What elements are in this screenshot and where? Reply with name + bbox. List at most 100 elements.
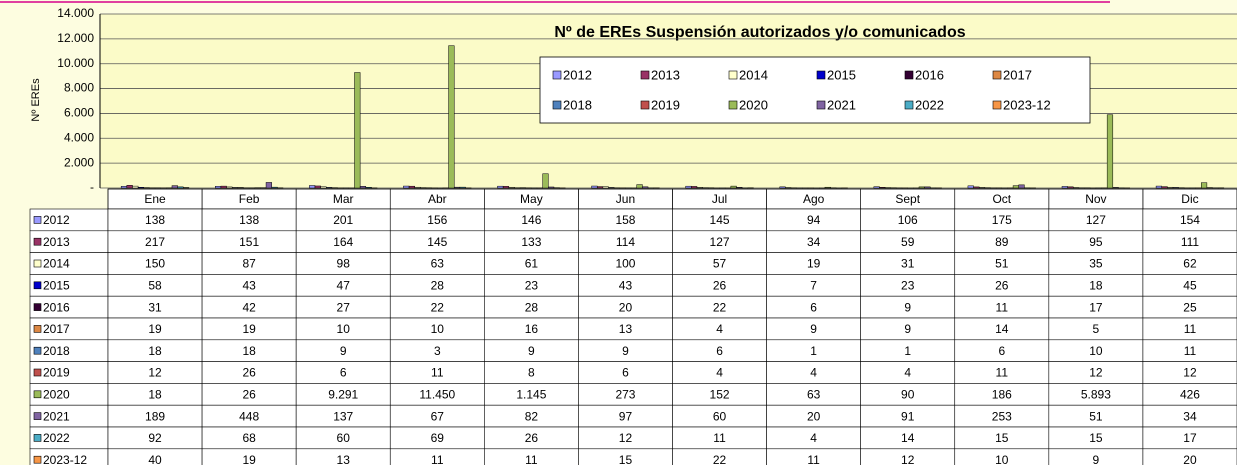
table-row-label: 2021 (43, 409, 70, 423)
bar (542, 173, 549, 189)
table-value: 19 (242, 453, 256, 465)
legend-key (640, 100, 650, 110)
table-value: 18 (148, 387, 162, 401)
chart-title: Nº de EREs Suspensión autorizados y/o co… (554, 24, 965, 41)
table-value: 15 (619, 453, 633, 465)
table-row-label: 2018 (43, 344, 70, 358)
table-value: 17 (1089, 300, 1103, 314)
table-value: 51 (995, 257, 1009, 271)
table-value: 34 (1183, 409, 1197, 423)
table-value: 11 (1184, 322, 1197, 336)
legend-key (904, 70, 914, 80)
table-value: 11 (996, 366, 1009, 380)
table-value: 4 (716, 322, 723, 336)
table-value: 145 (710, 213, 730, 227)
bar (779, 186, 786, 189)
bar (1112, 187, 1119, 189)
bar (314, 185, 321, 189)
table-value: 4 (904, 366, 911, 380)
bar (137, 187, 145, 189)
table-value: 25 (1183, 300, 1197, 314)
table-value: 137 (333, 409, 353, 423)
legend-key (33, 259, 42, 268)
bar (1167, 186, 1174, 189)
bar (320, 186, 327, 189)
table-value: 111 (1181, 235, 1200, 249)
table-value: 47 (337, 278, 351, 292)
legend-key (816, 100, 826, 110)
table-value: 18 (148, 344, 162, 358)
y-tick-label: 10.000 (57, 56, 94, 70)
bar (973, 186, 980, 189)
x-tick-label: Dic (1181, 192, 1198, 206)
bar (608, 187, 615, 189)
legend-key (33, 368, 42, 377)
x-tick-label: Sept (895, 192, 920, 206)
table-value: 217 (145, 235, 165, 249)
table-value: 9 (528, 344, 535, 358)
table-value: 12 (1183, 366, 1197, 380)
table-value: 133 (521, 235, 541, 249)
table-row-label: 2023-12 (43, 453, 87, 465)
table-value: 138 (145, 213, 165, 227)
bar (132, 185, 139, 189)
table-value: 426 (1180, 387, 1200, 401)
x-tick-label: Oct (992, 192, 1011, 206)
table-value: 5 (1093, 322, 1100, 336)
table-value: 146 (521, 213, 541, 227)
legend-key (33, 346, 42, 355)
table-value: 57 (713, 257, 727, 271)
table-value: 10 (995, 453, 1009, 465)
table-value: 67 (431, 409, 445, 423)
table-value: 19 (242, 322, 256, 336)
table-value: 11 (525, 453, 538, 465)
bar (453, 186, 461, 189)
table-value: 1 (904, 344, 911, 358)
table-value: 175 (992, 213, 1012, 227)
table-value: 10 (1089, 344, 1103, 358)
bar (685, 185, 692, 189)
table-value: 18 (1089, 278, 1103, 292)
table-value: 1 (810, 344, 817, 358)
table-value: 164 (333, 235, 353, 249)
bar (873, 186, 880, 189)
bar (502, 186, 510, 189)
bar (309, 185, 316, 189)
bar (591, 185, 598, 189)
legend-key (904, 100, 914, 110)
bar (220, 185, 227, 189)
legend-label: 2012 (563, 67, 592, 82)
legend-label: 2015 (827, 67, 856, 82)
table-value: 12 (148, 366, 162, 380)
table-value: 156 (427, 213, 447, 227)
table-value: 106 (898, 213, 918, 227)
y-tick-label: 2.000 (64, 155, 94, 169)
table-value: 7 (810, 278, 817, 292)
table-value: 253 (992, 409, 1012, 423)
table-value: 26 (242, 387, 256, 401)
bar (271, 186, 278, 189)
table-value: 100 (615, 257, 635, 271)
table-value: 82 (525, 409, 539, 423)
bar (636, 184, 643, 189)
bar (1012, 185, 1019, 189)
y-tick-label: 6.000 (64, 106, 94, 120)
bar (265, 182, 272, 189)
table-value: 40 (148, 453, 162, 465)
legend-label: 2018 (563, 97, 592, 112)
table-value: 12 (619, 431, 633, 445)
table-value: 58 (148, 278, 162, 292)
table-value: 35 (1089, 257, 1103, 271)
table-value: 9 (810, 322, 817, 336)
table-row-label: 2014 (43, 257, 70, 271)
table-value: 20 (619, 300, 633, 314)
x-tick-label: Ago (803, 192, 825, 206)
table-value: 8 (528, 366, 535, 380)
bar (1067, 186, 1074, 189)
x-tick-label: May (520, 192, 543, 206)
table-value: 9 (1093, 453, 1100, 465)
x-tick-label: Jul (712, 192, 727, 206)
table-value: 114 (616, 235, 635, 249)
legend-label: 2023-12 (1003, 97, 1051, 112)
table-value: 62 (1183, 257, 1197, 271)
